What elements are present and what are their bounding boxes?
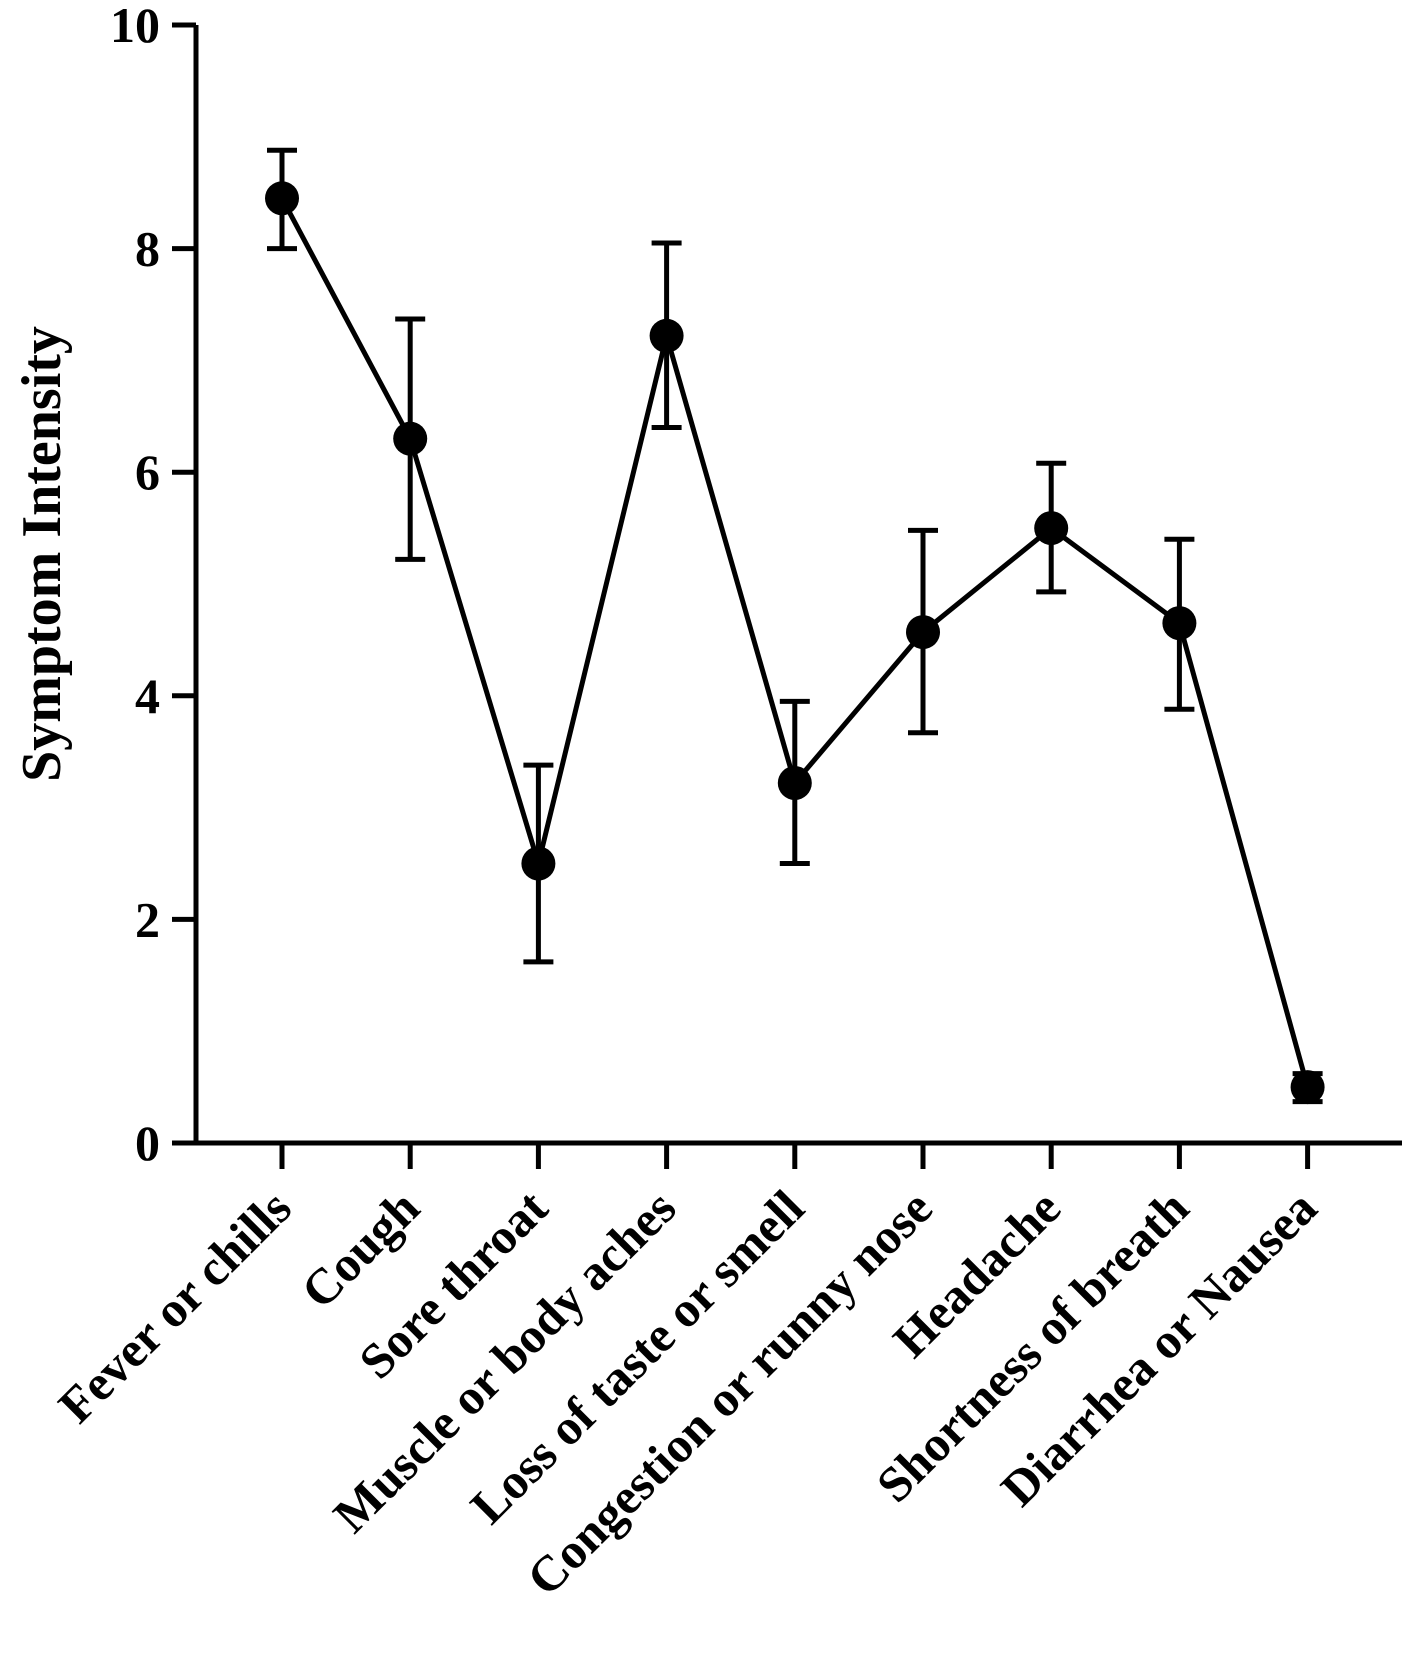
y-axis-title: Symptom Intensity (11, 326, 73, 782)
data-point (1290, 1070, 1325, 1105)
y-tick-label: 2 (135, 891, 160, 947)
series-layer (265, 147, 1325, 1105)
data-point (265, 181, 299, 216)
data-points (265, 181, 1325, 1105)
y-ticks: 0 2 4 6 8 10 (110, 0, 196, 1171)
y-tick-label: 4 (135, 668, 160, 724)
x-tick-label: Fever or chills (47, 1179, 301, 1433)
y-tick-label: 0 (135, 1115, 160, 1171)
data-point (1162, 606, 1197, 641)
data-point (1034, 511, 1069, 546)
data-point (906, 615, 940, 650)
y-tick-label: 6 (135, 444, 160, 500)
data-point (777, 766, 812, 801)
y-tick-label: 8 (135, 221, 160, 277)
data-point (521, 846, 556, 881)
series-line (279, 197, 1311, 1088)
data-point (393, 421, 428, 456)
y-tick-label: 10 (110, 0, 160, 53)
data-point (649, 318, 684, 353)
